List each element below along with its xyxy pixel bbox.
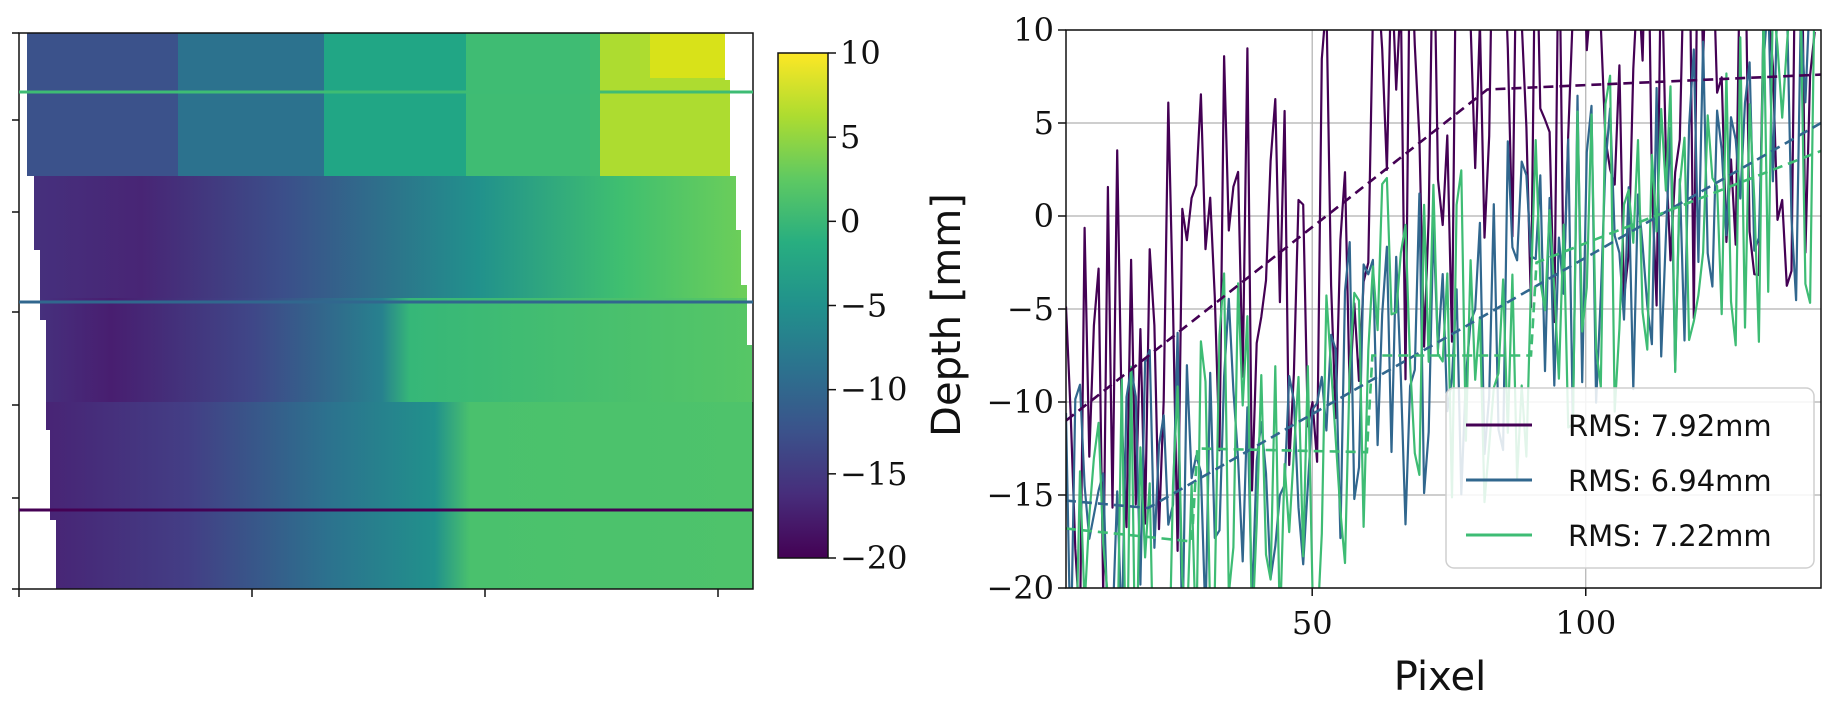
depth-region [27,33,185,176]
depth-region [324,33,474,185]
colorbar-tick-label: −5 [840,287,887,325]
fitted-profile-line [1066,73,1821,422]
depth-map-panel [12,32,754,597]
y-tick-label: −10 [986,383,1054,421]
legend-label: RMS: 7.92mm [1568,409,1772,443]
invalid-region [725,33,753,589]
legend-label: RMS: 6.94mm [1568,464,1772,498]
y-tick-label: −5 [1007,290,1054,328]
x-tick-label: 100 [1555,604,1616,642]
x-tick-label: 50 [1292,604,1333,642]
legend: RMS: 7.92mm RMS: 6.94mm RMS: 7.22mm [1445,387,1815,569]
depth-region [34,176,750,298]
colorbar-tick-label: −10 [840,371,908,409]
invalid-region [19,33,56,589]
fitted-profile-line [1066,149,1821,543]
y-tick-label: −20 [986,569,1054,607]
plot-area [1066,30,1821,588]
colorbar-tick-label: −20 [840,539,908,577]
depth-region [650,33,725,78]
depth-map-frame [18,32,754,590]
legend-box [1445,387,1815,569]
colorbar-gradient [778,53,828,558]
colorbar: 10 5 0 −5 −10 −15 −20 [777,34,908,577]
y-tick-label: 0 [1034,197,1054,235]
depth-map-ticks [12,32,719,597]
colorbar-tick-label: 10 [840,34,881,72]
measured-profile-line [1066,30,1816,588]
y-tick-label: 5 [1034,104,1054,142]
y-tick-label: 10 [1013,11,1054,49]
depth-region [466,33,610,190]
depth-region [46,402,753,589]
depth-region [40,298,752,402]
depth-region [178,33,326,183]
y-axis-label: Depth [mm] [924,193,970,437]
measured-profile-line [1076,30,1816,588]
measured-profile-line [1066,30,1810,588]
colorbar-tick-label: 5 [840,118,860,156]
fitted-profile-line [1066,121,1821,510]
colorbar-tick-label: 0 [840,202,860,240]
depth-map-image [19,33,753,589]
x-axis-label: Pixel [1394,654,1487,700]
colorbar-tick-label: −15 [840,455,908,493]
y-tick-label: −15 [986,476,1054,514]
legend-label: RMS: 7.22mm [1568,519,1772,553]
